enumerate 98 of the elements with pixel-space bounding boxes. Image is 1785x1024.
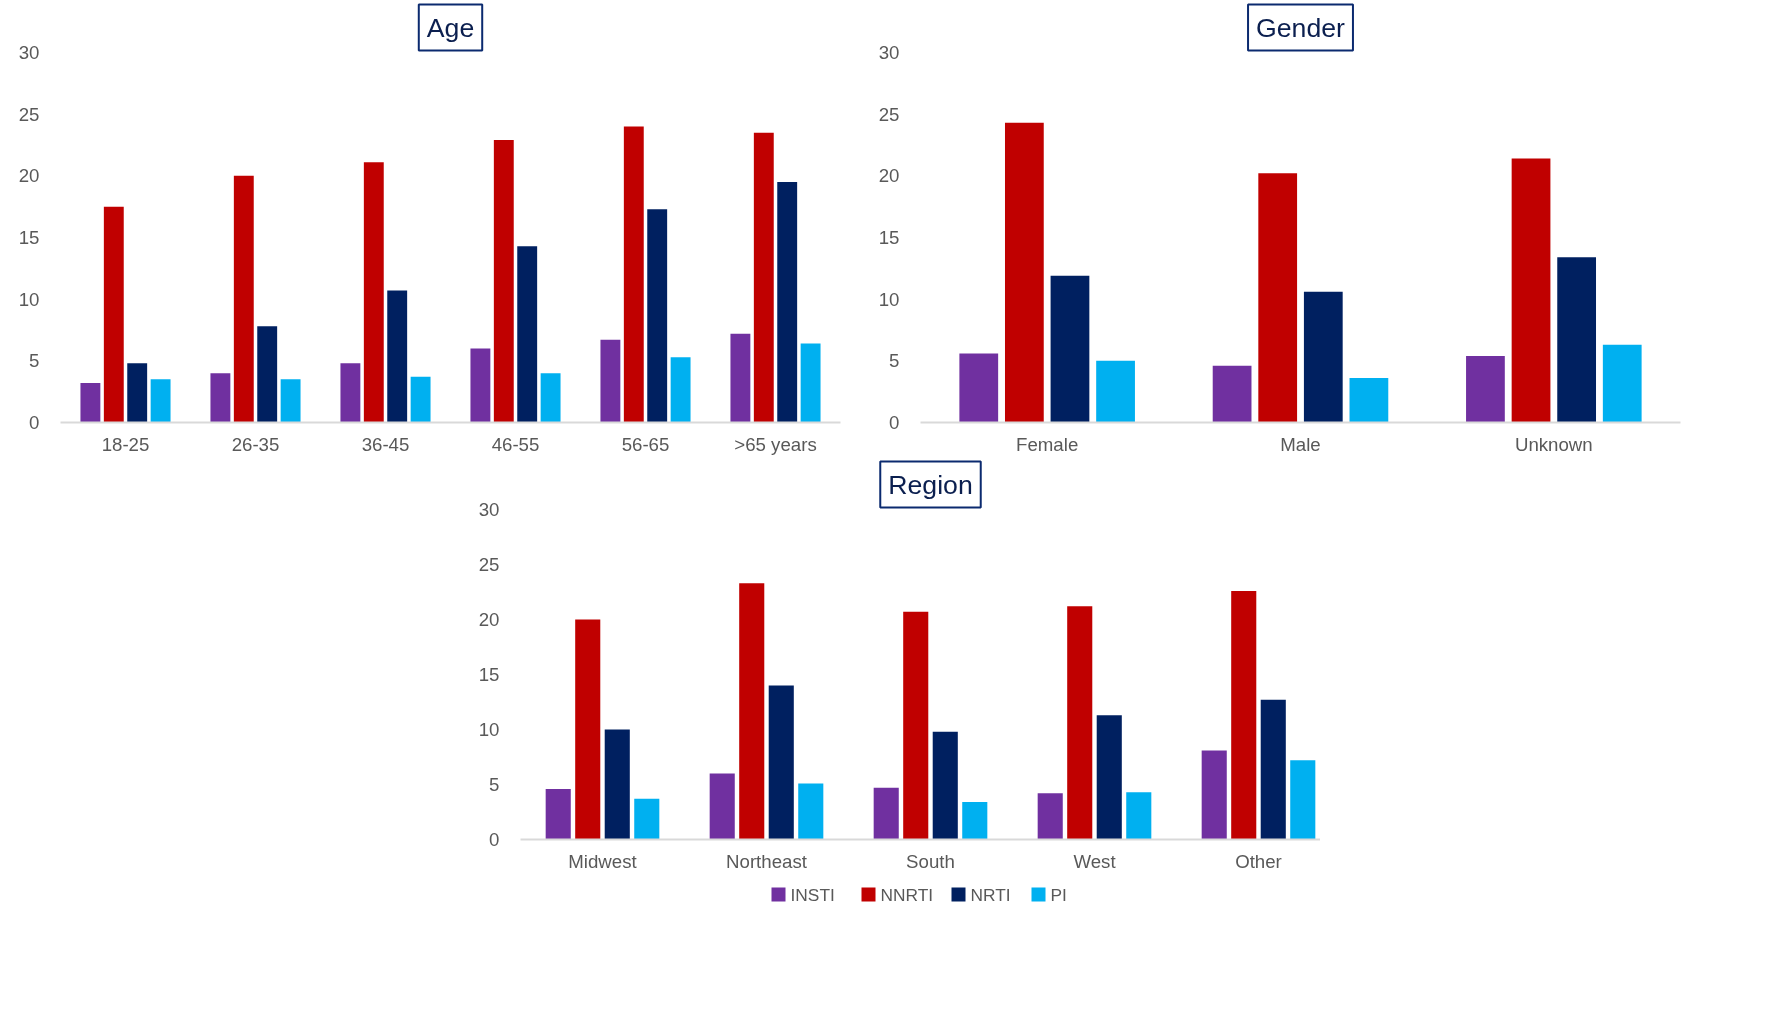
- chart-title: Gender: [1256, 12, 1346, 43]
- bar: [962, 802, 988, 840]
- bar: [777, 182, 798, 423]
- bar: [647, 209, 668, 423]
- bar: [1557, 257, 1597, 423]
- x-tick-label: 26-35: [231, 433, 280, 455]
- bar: [1260, 699, 1286, 840]
- bar: [600, 339, 621, 423]
- y-tick-label: 25: [478, 554, 500, 575]
- y-tick-label: 15: [478, 664, 500, 685]
- bar: [517, 246, 538, 423]
- x-tick-label: Midwest: [568, 850, 638, 872]
- bar: [257, 326, 278, 423]
- y-tick-label: 10: [478, 719, 500, 740]
- bar: [959, 353, 999, 423]
- y-tick-label: 5: [29, 350, 40, 372]
- x-tick-label: West: [1073, 850, 1117, 872]
- bar: [1349, 378, 1389, 423]
- x-tick-label: >65 years: [734, 433, 817, 455]
- x-tick-label: Female: [1016, 433, 1079, 455]
- chart-title: Age: [426, 12, 475, 43]
- bar: [340, 363, 361, 423]
- bar: [1212, 365, 1252, 423]
- bar: [1096, 360, 1135, 423]
- bar: [233, 175, 254, 423]
- bar: [545, 788, 571, 840]
- y-tick-label: 30: [878, 42, 900, 63]
- legend-label: INSTI: [790, 884, 835, 905]
- y-tick-label: 5: [889, 350, 900, 372]
- x-tick-label: 18-25: [101, 433, 150, 455]
- x-tick-label: 46-55: [491, 433, 540, 455]
- bar: [493, 140, 514, 423]
- bar: [634, 798, 660, 840]
- bar: [1096, 715, 1122, 840]
- bar: [127, 363, 148, 423]
- y-tick-label: 10: [18, 288, 40, 310]
- bar: [739, 583, 765, 840]
- y-tick-label: 30: [18, 42, 40, 63]
- bar: [1050, 275, 1090, 423]
- bar: [280, 379, 301, 423]
- x-tick-label: Northeast: [726, 850, 808, 872]
- y-tick-label: 0: [889, 412, 900, 433]
- bar: [410, 376, 431, 423]
- bar: [1067, 606, 1093, 840]
- bar: [80, 383, 101, 423]
- bar: [363, 162, 384, 423]
- bar: [540, 373, 561, 423]
- bar: [1511, 158, 1551, 423]
- legend-label: NRTI: [970, 884, 1011, 905]
- y-tick-label: 20: [878, 165, 900, 187]
- bar: [1004, 122, 1044, 423]
- bar: [1231, 590, 1257, 840]
- bar: [150, 379, 171, 423]
- bar: [1290, 760, 1316, 840]
- y-tick-label: 20: [478, 609, 500, 630]
- x-tick-label: Unknown: [1514, 433, 1593, 455]
- x-tick-label: South: [906, 850, 955, 872]
- bar: [670, 357, 691, 423]
- y-tick-label: 15: [878, 227, 900, 248]
- y-tick-label: 10: [878, 288, 900, 310]
- bar: [730, 333, 751, 423]
- bar: [753, 132, 774, 423]
- bar: [604, 729, 630, 840]
- bar: [1303, 291, 1343, 423]
- bar: [1201, 750, 1227, 840]
- y-tick-label: 5: [489, 774, 500, 795]
- y-tick-label: 0: [29, 412, 40, 433]
- legend-label: PI: [1050, 884, 1067, 905]
- bar: [1466, 355, 1505, 423]
- bar: [768, 685, 794, 840]
- bar: [873, 787, 899, 840]
- legend-label: NNRTI: [880, 884, 934, 905]
- bar: [800, 343, 821, 423]
- bar: [623, 126, 644, 423]
- y-tick-label: 25: [878, 103, 900, 125]
- bar: [1258, 173, 1298, 423]
- bar: [387, 290, 408, 423]
- bar: [470, 348, 491, 423]
- y-tick-label: 20: [18, 165, 40, 187]
- x-tick-label: 36-45: [361, 433, 410, 455]
- bar: [709, 773, 735, 840]
- x-tick-label: Male: [1280, 433, 1321, 455]
- bar: [932, 731, 958, 840]
- bar: [575, 619, 601, 840]
- y-tick-label: 0: [489, 829, 500, 850]
- x-tick-label: 56-65: [621, 433, 670, 455]
- bar: [1126, 792, 1152, 840]
- bar: [1602, 344, 1642, 423]
- y-tick-label: 30: [478, 499, 500, 520]
- bar: [798, 783, 824, 840]
- chart-title: Region: [888, 469, 973, 500]
- bar: [210, 373, 231, 423]
- bar: [903, 611, 929, 840]
- x-tick-label: Other: [1235, 850, 1282, 872]
- y-tick-label: 25: [18, 103, 40, 125]
- bar: [103, 206, 124, 423]
- y-tick-label: 15: [18, 227, 40, 248]
- bar: [1037, 793, 1063, 840]
